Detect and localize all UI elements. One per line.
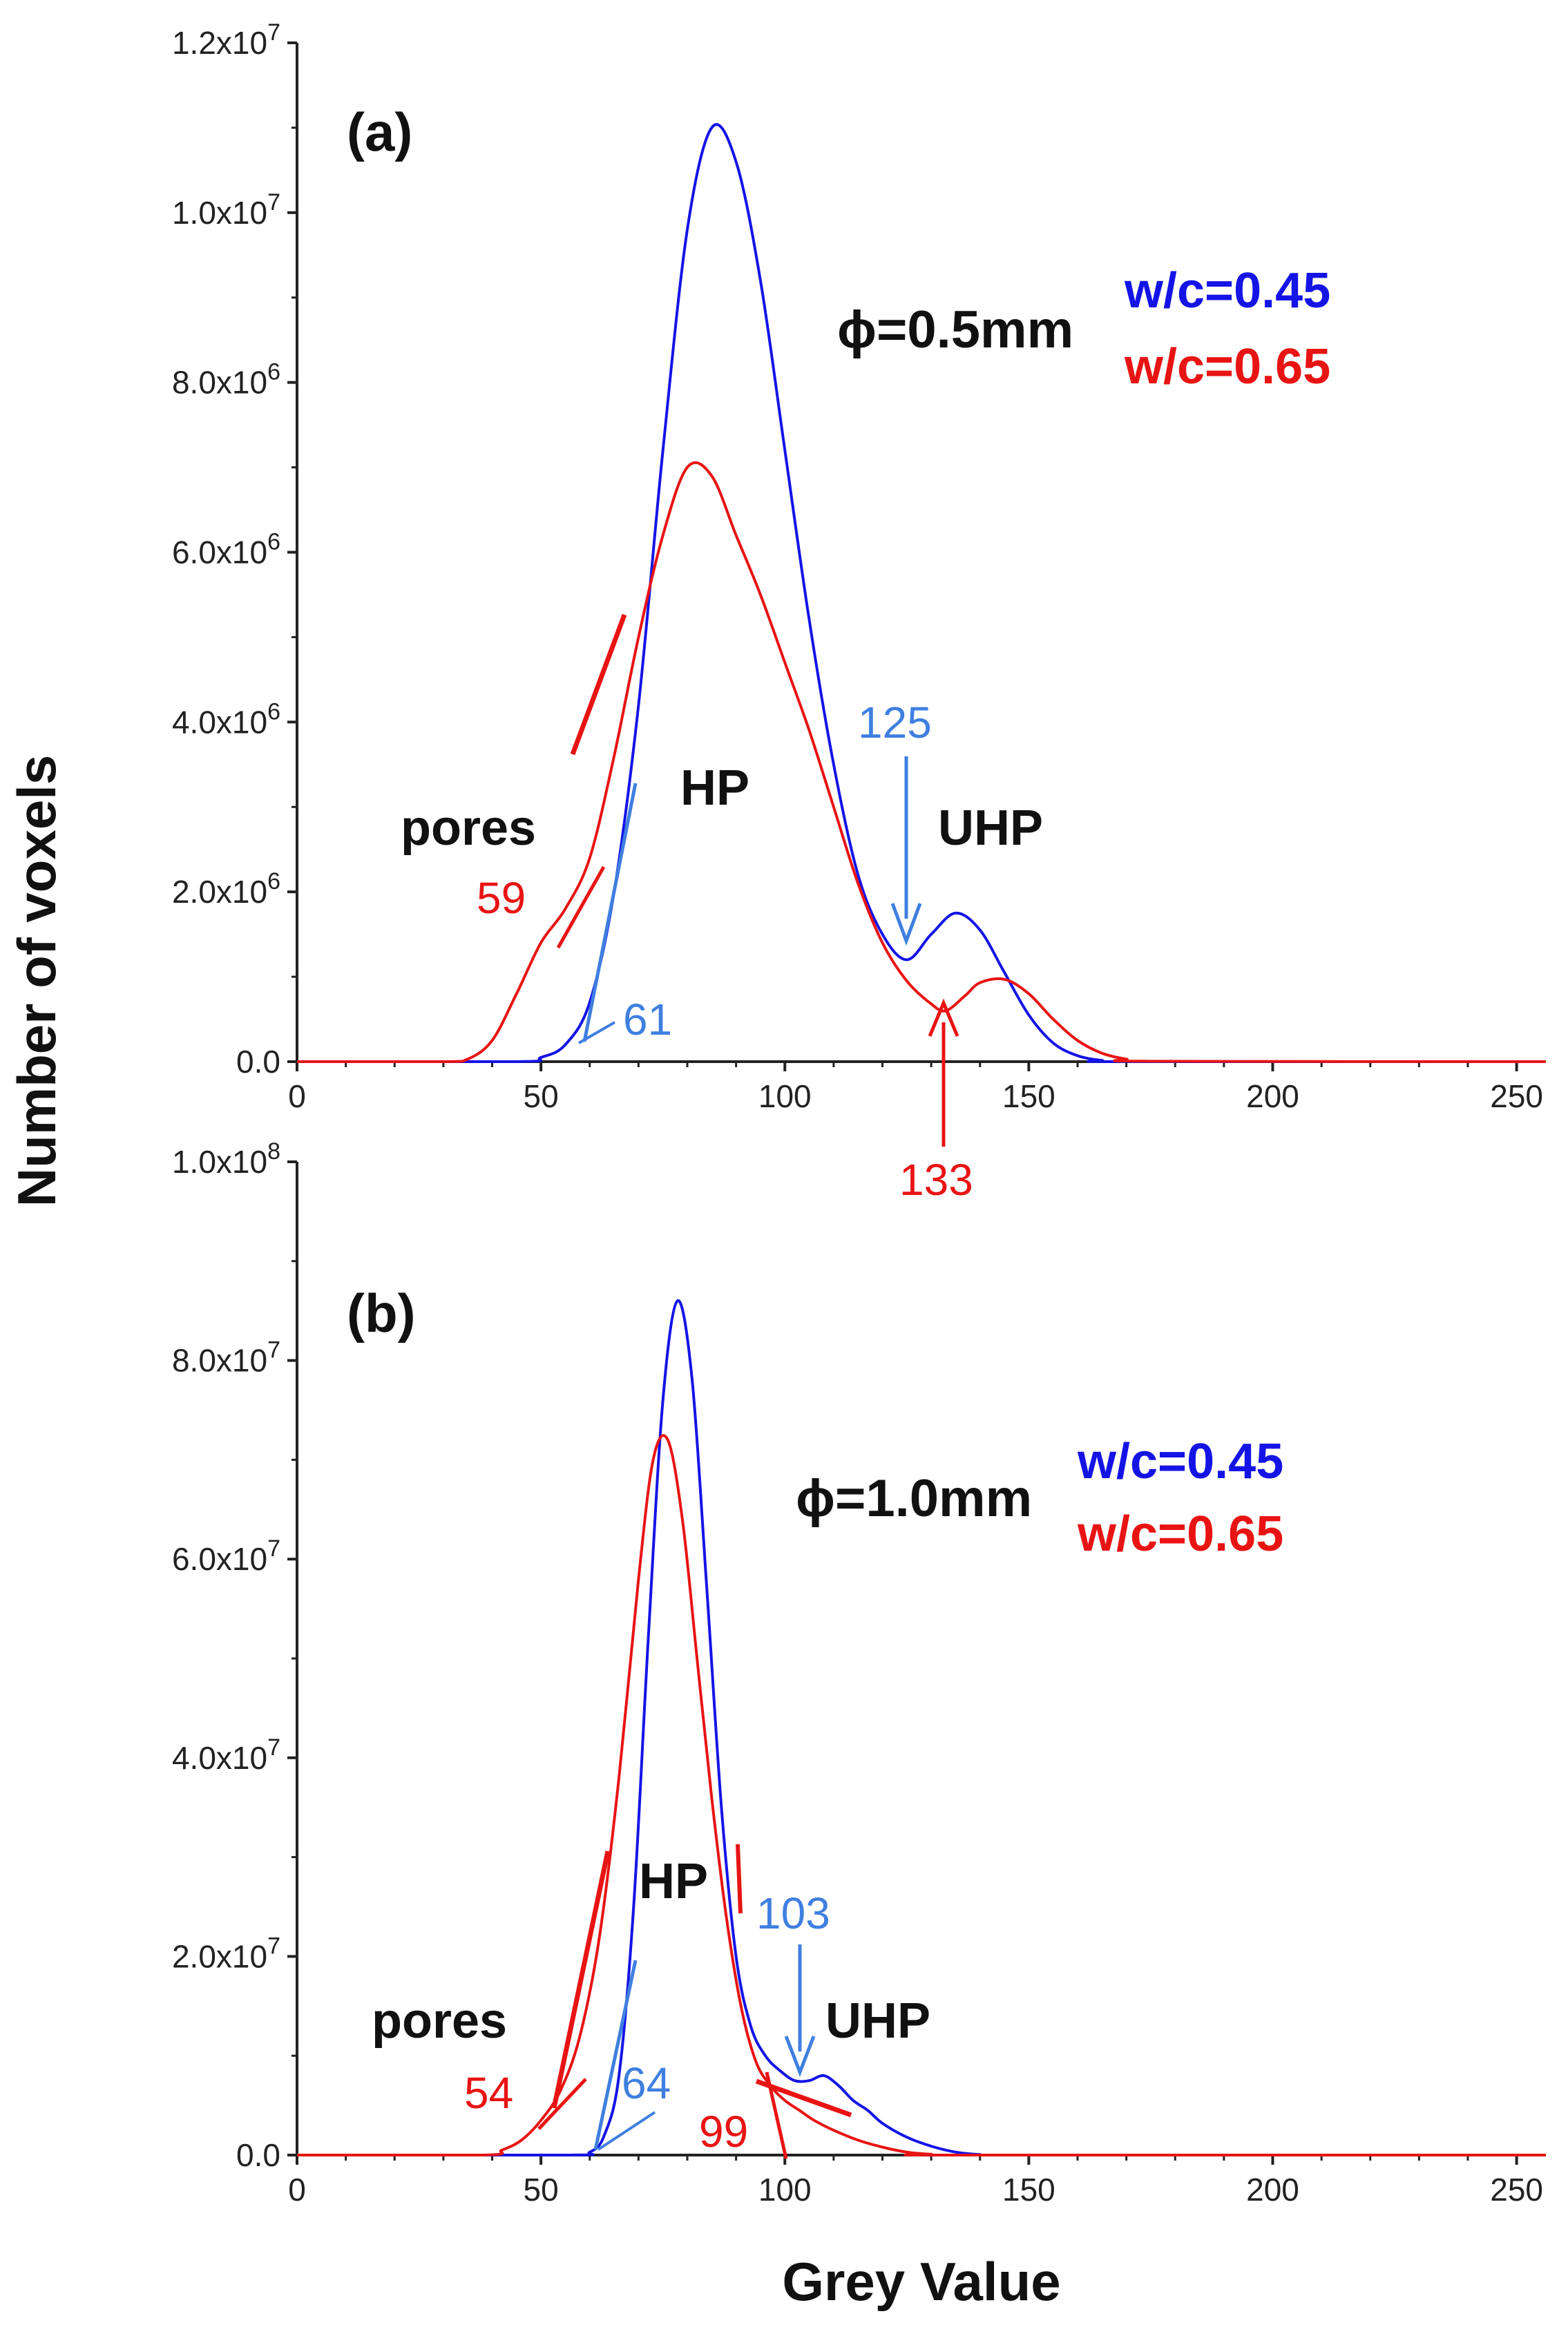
panel-a-legend-w065: w/c=0.65 bbox=[1124, 339, 1330, 394]
panel-b-y-tick-label: 1.0x108 bbox=[172, 1138, 280, 1180]
panel-b-value-54: 54 bbox=[464, 2068, 513, 2118]
panel-b-label-pores: pores bbox=[372, 1993, 507, 2049]
panel-a-x-ticks: 0 50 100 150 200 250 bbox=[288, 1062, 1543, 1114]
panel-b-value-103: 103 bbox=[756, 1888, 830, 1938]
panel-b-label-uhp: UHP bbox=[825, 1993, 930, 2049]
panel-b-series-w065-line bbox=[297, 1434, 1546, 2157]
panel-b-x-tick-label: 250 bbox=[1490, 2172, 1543, 2208]
panel-a-y-tick-label: 1.0x107 bbox=[172, 189, 280, 231]
panel-a-phi-label: ϕ=0.5mm bbox=[837, 300, 1073, 359]
panel-b-tangent-red-right bbox=[755, 2078, 852, 2118]
panel-b-phi-label: ϕ=1.0mm bbox=[796, 1469, 1032, 1528]
panel-b-y-tick-label: 2.0x107 bbox=[172, 1933, 280, 1974]
panel-a-y-tick-label: 8.0x106 bbox=[172, 359, 280, 401]
panel-a: 0.0 2.0x106 4.0x106 6.0x106 8.0x106 1.0x107 1.… bbox=[172, 19, 1547, 1205]
panel-b-tangent-red-left bbox=[551, 1850, 611, 2109]
panel-b-tangent-red-upper bbox=[736, 1844, 743, 1914]
panel-b-value-64: 64 bbox=[622, 2058, 671, 2108]
panel-a-y-tick-label: 6.0x106 bbox=[172, 529, 280, 571]
panel-a-tick-blue-61 bbox=[578, 1021, 615, 1044]
panel-b-y-tick-label: 0.0 bbox=[236, 2137, 280, 2173]
panel-b-arrow-103-head bbox=[784, 2036, 816, 2077]
panel-a-arrow-125-head bbox=[890, 903, 922, 946]
panel-a-tangent-blue bbox=[582, 783, 638, 1042]
panel-b-x-tick-label: 0 bbox=[288, 2172, 306, 2208]
panel-a-y-tick-label: 4.0x106 bbox=[172, 698, 280, 740]
panel-a-x-tick-label: 150 bbox=[1002, 1078, 1055, 1114]
panel-a-x-tick-label: 250 bbox=[1490, 1078, 1543, 1114]
panel-b-tick-blue-64 bbox=[597, 2111, 656, 2151]
panel-a-value-133: 133 bbox=[899, 1155, 973, 1205]
panel-a-x-tick-label: 200 bbox=[1246, 1078, 1299, 1114]
panel-b-tangent-blue bbox=[593, 1960, 638, 2150]
panel-b-tick-red-54 bbox=[537, 2078, 587, 2130]
panel-b-y-ticks: 0.0 2.0x107 4.0x107 6.0x107 8.0x107 1.0x108 bbox=[172, 1138, 297, 2173]
panel-a-value-61: 61 bbox=[623, 995, 672, 1044]
x-axis-title: Grey Value bbox=[782, 2251, 1060, 2312]
panel-a-tangent-red bbox=[570, 613, 627, 756]
panel-a-y-tick-label: 0.0 bbox=[236, 1044, 280, 1080]
panel-a-legend-w045: w/c=0.45 bbox=[1124, 263, 1330, 318]
panel-b-x-tick-label: 200 bbox=[1246, 2172, 1299, 2208]
panel-b: 0.0 2.0x107 4.0x107 6.0x107 8.0x107 1.0x108 0… bbox=[172, 1138, 1546, 2208]
panel-a-value-59: 59 bbox=[477, 873, 526, 923]
panel-a-label-hp: HP bbox=[680, 760, 749, 816]
panel-a-arrow-133-head bbox=[928, 998, 959, 1037]
panel-a-x-tick-label: 50 bbox=[524, 1078, 559, 1114]
panel-b-value-99: 99 bbox=[699, 2107, 748, 2156]
panel-b-label-hp: HP bbox=[639, 1854, 708, 1909]
panel-b-tick-red-99 bbox=[765, 2072, 788, 2159]
panel-a-label-uhp: UHP bbox=[938, 801, 1043, 856]
panel-b-x-tick-label: 50 bbox=[524, 2172, 559, 2208]
panel-b-label: (b) bbox=[347, 1283, 416, 1343]
panel-a-tick-red-59 bbox=[556, 865, 606, 949]
panel-a-label: (a) bbox=[347, 102, 412, 162]
panel-a-label-pores: pores bbox=[401, 801, 536, 856]
panel-b-x-ticks: 0 50 100 150 200 250 bbox=[288, 2155, 1543, 2208]
panel-b-x-tick-label: 100 bbox=[758, 2172, 812, 2208]
panel-a-y-tick-label: 1.2x107 bbox=[172, 19, 280, 61]
panel-b-legend-w045: w/c=0.45 bbox=[1077, 1434, 1283, 1489]
panel-a-x-tick-label: 100 bbox=[758, 1078, 812, 1114]
panel-b-y-tick-label: 8.0x107 bbox=[172, 1337, 280, 1379]
y-axis-title: Number of voxels bbox=[6, 755, 67, 1207]
panel-b-y-tick-label: 4.0x107 bbox=[172, 1734, 280, 1776]
panel-a-x-tick-label: 0 bbox=[288, 1078, 306, 1114]
panel-b-x-tick-label: 150 bbox=[1002, 2172, 1055, 2208]
panel-a-value-125: 125 bbox=[858, 698, 932, 747]
panel-a-y-tick-label: 2.0x106 bbox=[172, 868, 280, 910]
panel-b-legend-w065: w/c=0.65 bbox=[1077, 1506, 1283, 1562]
panel-b-y-tick-label: 6.0x107 bbox=[172, 1535, 280, 1577]
panel-a-y-ticks: 0.0 2.0x106 4.0x106 6.0x106 8.0x106 1.0x107 1.… bbox=[172, 19, 297, 1080]
panel-a-series-w065-line bbox=[297, 461, 1547, 1064]
